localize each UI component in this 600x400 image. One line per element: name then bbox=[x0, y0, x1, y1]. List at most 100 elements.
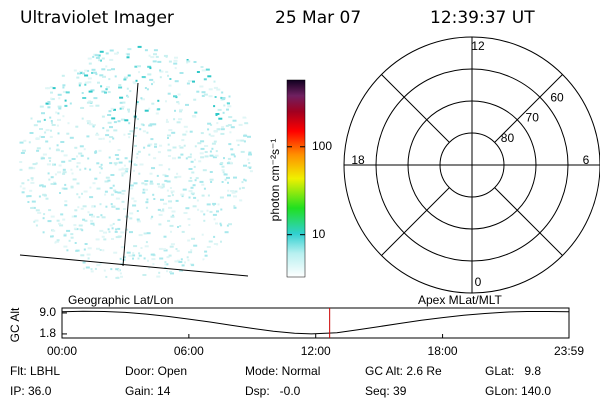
pixel bbox=[118, 84, 122, 86]
pixel bbox=[213, 86, 218, 89]
pixel bbox=[47, 220, 52, 223]
pixel bbox=[101, 68, 106, 71]
pixel bbox=[56, 219, 60, 222]
pixel bbox=[200, 210, 204, 213]
pixel bbox=[77, 206, 80, 209]
pixel bbox=[222, 171, 225, 174]
pixel bbox=[191, 264, 195, 267]
pixel bbox=[187, 156, 192, 159]
pixel bbox=[208, 95, 213, 98]
pixel bbox=[42, 185, 46, 188]
pixel bbox=[166, 263, 169, 266]
pixel bbox=[181, 139, 185, 142]
pixel bbox=[102, 137, 105, 140]
pixel bbox=[98, 149, 102, 152]
pixel bbox=[118, 168, 122, 171]
pixel bbox=[148, 267, 151, 270]
pixel bbox=[111, 227, 114, 230]
pixel bbox=[141, 98, 145, 101]
pixel bbox=[62, 115, 65, 118]
pixel bbox=[95, 104, 100, 107]
pixel bbox=[108, 78, 111, 81]
pixel bbox=[72, 178, 77, 181]
pixel bbox=[220, 208, 223, 211]
pixel bbox=[95, 73, 98, 76]
pixel bbox=[211, 142, 216, 145]
pixel bbox=[156, 183, 160, 186]
pixel bbox=[120, 246, 125, 249]
pixel bbox=[57, 105, 62, 108]
pixel bbox=[49, 116, 52, 119]
pixel bbox=[237, 144, 240, 146]
pixel bbox=[57, 112, 60, 115]
pixel bbox=[75, 125, 79, 128]
pixel bbox=[243, 178, 246, 181]
pixel bbox=[142, 274, 147, 276]
pixel bbox=[135, 79, 138, 82]
pixel bbox=[63, 245, 68, 248]
pixel bbox=[197, 142, 202, 145]
pixel bbox=[101, 115, 105, 118]
pixel bbox=[50, 91, 53, 94]
pixel bbox=[104, 190, 108, 193]
polar-spoke bbox=[381, 74, 450, 143]
pixel bbox=[199, 180, 204, 183]
pixel bbox=[240, 150, 245, 153]
pixel bbox=[52, 87, 56, 90]
pixel bbox=[73, 215, 77, 218]
pixel bbox=[232, 119, 237, 122]
pixel bbox=[149, 67, 152, 70]
pixel bbox=[185, 157, 188, 160]
pixel bbox=[90, 268, 93, 271]
pixel bbox=[168, 168, 171, 171]
pixel bbox=[207, 194, 210, 197]
pixel bbox=[209, 154, 214, 157]
pixel bbox=[140, 123, 144, 126]
pixel bbox=[84, 81, 89, 84]
image-disk bbox=[19, 45, 253, 279]
pixel bbox=[46, 163, 51, 166]
polar-caption: Apex MLat/MLT bbox=[418, 293, 502, 307]
status-field: Dsp: -0.0 bbox=[245, 384, 301, 398]
pixel bbox=[60, 141, 65, 143]
pixel bbox=[220, 128, 225, 131]
pixel bbox=[179, 225, 182, 228]
pixel bbox=[216, 210, 219, 213]
pixel bbox=[166, 180, 171, 183]
pixel bbox=[90, 89, 95, 92]
pixel bbox=[133, 245, 138, 248]
pixel bbox=[190, 186, 194, 189]
pixel bbox=[91, 71, 94, 74]
pixel bbox=[101, 235, 105, 238]
pixel bbox=[114, 52, 119, 55]
pixel bbox=[78, 82, 82, 85]
pixel bbox=[178, 145, 181, 147]
pixel bbox=[113, 162, 118, 165]
pixel bbox=[193, 244, 198, 247]
pixel bbox=[159, 70, 164, 73]
pixel bbox=[201, 91, 206, 94]
pixel bbox=[51, 235, 54, 238]
pixel bbox=[186, 59, 189, 61]
pixel bbox=[74, 209, 78, 212]
pixel bbox=[31, 200, 36, 203]
x-tick-label: 18:00 bbox=[428, 344, 458, 358]
pixel bbox=[89, 105, 94, 107]
pixel bbox=[172, 146, 177, 149]
pixel bbox=[149, 172, 153, 175]
pixel bbox=[194, 145, 197, 148]
pixel bbox=[117, 120, 121, 123]
pixel bbox=[238, 123, 243, 126]
pixel bbox=[127, 48, 132, 51]
pixel bbox=[202, 169, 207, 172]
pixel bbox=[128, 160, 133, 163]
pixel bbox=[233, 206, 237, 209]
pixel bbox=[79, 145, 84, 148]
pixel bbox=[165, 70, 169, 73]
pixel bbox=[69, 102, 72, 105]
pixel bbox=[125, 167, 129, 170]
pixel bbox=[47, 106, 51, 109]
pixel bbox=[163, 54, 168, 57]
pixel bbox=[186, 256, 189, 259]
pixel bbox=[174, 176, 178, 179]
